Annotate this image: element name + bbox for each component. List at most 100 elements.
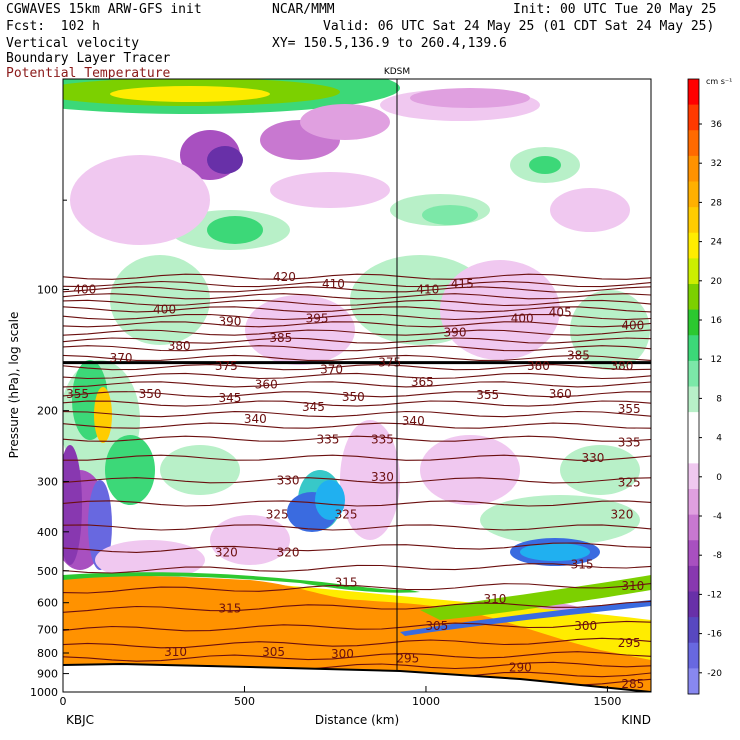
theta-label: 380 [527,359,550,373]
velocity-contour [440,260,560,360]
isentrope [63,280,651,288]
velocity-contour [420,435,520,505]
theta-label: 380 [168,339,191,353]
theta-label: 290 [509,660,532,674]
x-tick-label: 0 [60,695,67,708]
theta-label: 335 [618,436,641,450]
colorbar-label: -16 [707,630,722,640]
colorbar-swatch [688,130,699,157]
theta-label: 355 [476,388,499,402]
theta-label: 385 [269,331,292,345]
theta-label: 345 [302,400,325,414]
x-tick-label: 500 [234,695,255,708]
isentrope [63,400,651,407]
isentrope [63,542,651,553]
isentrope [63,364,651,371]
isentrope [63,321,651,328]
station-left-label: KBJC [66,713,94,727]
theta-label: 370 [110,351,133,365]
colorbar-label: -12 [707,590,722,600]
theta-label: 295 [396,651,419,665]
tracer-orange [63,575,651,692]
theta-label: 420 [273,270,296,284]
colorbar-label: 20 [711,277,723,287]
theta-label: 305 [425,619,448,633]
velocity-contour [210,515,290,565]
colorbar-swatch [688,642,699,669]
isentrope [63,563,651,574]
colorbar-swatch [688,437,699,464]
y-tick-label: 400 [37,526,58,539]
isentrope [63,422,651,429]
theta-label: 300 [574,619,597,633]
colorbar-swatch [688,181,699,208]
theta-label: 360 [549,387,572,401]
isentrope [63,329,651,336]
valid-time: Valid: 06 UTC Sat 24 May 25 (01 CDT Sat … [323,19,715,34]
theta-label: 355 [618,402,641,416]
velocity-contour [529,156,561,174]
colorbar-swatch [688,412,699,439]
colorbar-swatch [688,104,699,131]
isentrope [63,500,651,507]
colorbar-swatch [688,335,699,362]
x-tick-label: 1000 [412,695,440,708]
velocity-contour [110,86,270,102]
theta-label: 310 [483,592,506,606]
theta-label: 320 [215,545,238,559]
field-boundary-layer-tracer: Boundary Layer Tracer [6,51,171,66]
theta-label: 380 [611,359,634,373]
isentrope [63,524,651,531]
theta-label: 350 [139,387,162,401]
colorbar-swatch [688,284,699,311]
theta-label: 335 [317,433,340,447]
colorbar-swatch [688,565,699,592]
y-tick-label: 1000 [30,686,58,699]
plot-frame [62,78,652,693]
velocity-contour [110,255,210,345]
isentrope [63,620,651,632]
station-mid-label: KDSM [384,67,410,77]
field-potential-temperature: Potential Temperature [6,66,171,81]
isentrope [63,345,651,352]
theta-label: 310 [164,645,187,659]
forecast-hour: Fcst: 102 h [6,19,100,34]
theta-label: 400 [621,319,644,333]
isentrope [63,477,651,484]
station-right-label: KIND [621,713,651,727]
colorbar-label: 0 [716,473,722,483]
theta-label: 310 [621,579,644,593]
theta-label: 405 [549,305,572,319]
theta-label: 390 [219,314,242,328]
isentrope [63,391,651,398]
colorbar-swatch [688,309,699,336]
isentrope [63,454,651,461]
colorbar-label: 32 [711,159,722,169]
xy-range: XY= 150.5,136.9 to 260.4,139.6 [272,36,507,51]
field-vertical-velocity: Vertical velocity [6,36,140,51]
theta-label: 320 [611,507,634,521]
tracer-band-blue [400,600,651,636]
theta-label: 345 [219,391,242,405]
colorbar-label: -20 [707,669,722,679]
colorbar-label: 8 [716,394,722,404]
velocity-contour [270,172,390,208]
theta-label: 285 [621,677,644,691]
theta-label: 410 [416,282,439,296]
velocity-contour [63,445,82,565]
theta-label: 415 [451,277,474,291]
y-tick-label: 100 [37,283,58,296]
theta-label: 335 [371,433,394,447]
isentrope [63,600,651,613]
theta-label: 400 [511,311,534,325]
theta-label: 365 [411,375,434,389]
velocity-contour [480,495,640,545]
theta-label: 400 [73,282,96,296]
theta-label: 300 [331,647,354,661]
velocity-contour [160,445,240,495]
theta-label: 340 [244,412,267,426]
velocity-contour [300,104,390,140]
colorbar: 36 32 28 24 20 16 12 8 4 0 -4 -8 -12 -16 -20 [687,78,723,695]
colorbar-swatch [688,514,699,541]
velocity-contour [570,290,650,370]
